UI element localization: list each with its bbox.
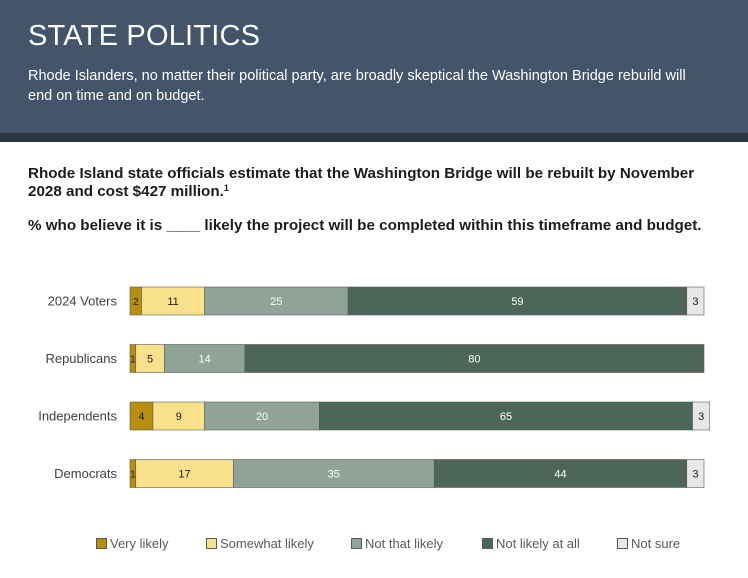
header-banner (0, 0, 748, 133)
legend-label: Very likely (110, 536, 169, 551)
legend-item-very-likely: Very likely (96, 536, 169, 551)
data-label: 44 (554, 469, 566, 481)
legend-label: Not likely at all (496, 536, 580, 551)
legend-swatch (617, 538, 628, 549)
bar-segment-not-that-likely (233, 459, 435, 488)
bar-segment-not-that-likely (164, 344, 246, 373)
legend-item-not-sure: Not sure (617, 536, 680, 551)
data-label: 1 (130, 355, 136, 366)
data-label: 14 (198, 354, 210, 366)
data-label: 3 (698, 411, 704, 423)
chart-subtitle: % who believe it is ____ likely the proj… (28, 217, 702, 234)
legend-item-not-that-likely: Not that likely (351, 536, 443, 551)
data-label: 9 (176, 411, 182, 423)
bar-segment-somewhat-likely (135, 459, 234, 488)
bar-segment-not-sure (686, 286, 705, 316)
data-label: 5 (147, 354, 153, 366)
data-label: 17 (178, 469, 190, 481)
bar-segment-not-likely-at-all (433, 459, 688, 488)
category-label: Democrats (54, 466, 117, 481)
category-label: 2024 Voters (48, 294, 118, 309)
footnote-mark: 1 (223, 183, 229, 193)
legend-label: Somewhat likely (220, 536, 314, 551)
data-label: 2 (133, 297, 139, 308)
legend-swatch (351, 538, 362, 549)
legend-swatch (206, 538, 217, 549)
data-label: 3 (692, 296, 698, 308)
data-label: 4 (138, 411, 144, 423)
page-title: STATE POLITICS (28, 20, 261, 52)
bar-segment-somewhat-likely (152, 401, 205, 431)
bar-segment-not-sure (692, 401, 711, 431)
category-label: Independents (38, 409, 117, 424)
data-label: 3 (692, 469, 698, 481)
legend-swatch (482, 538, 493, 549)
data-label: 59 (511, 296, 523, 308)
chart-title-text: Rhode Island state officials estimate th… (28, 165, 695, 200)
bar-segment-not-likely-at-all (319, 401, 693, 431)
legend-item-somewhat-likely: Somewhat likely (206, 536, 314, 551)
data-label: 20 (256, 411, 268, 423)
bar-segment-not-that-likely (204, 401, 320, 431)
data-label: 11 (167, 296, 178, 308)
data-label: 80 (468, 354, 480, 366)
data-label: 35 (328, 469, 340, 481)
data-label: 25 (270, 296, 282, 308)
data-label: 65 (500, 411, 512, 423)
bar-segment-not-sure (686, 459, 705, 488)
bar-segment-not-likely-at-all (244, 344, 705, 373)
page-subtitle: Rhode Islanders, no matter their politic… (28, 68, 686, 104)
legend-label: Not sure (631, 536, 681, 551)
legend-item-not-likely-at-all: Not likely at all (482, 536, 580, 551)
header-divider (0, 133, 748, 142)
legend-swatch (96, 538, 107, 549)
category-label: Republicans (45, 351, 117, 366)
legend-label: Not that likely (365, 536, 444, 551)
chart-title: Rhode Island state officials estimate th… (28, 165, 728, 201)
data-label: 1 (130, 470, 136, 481)
